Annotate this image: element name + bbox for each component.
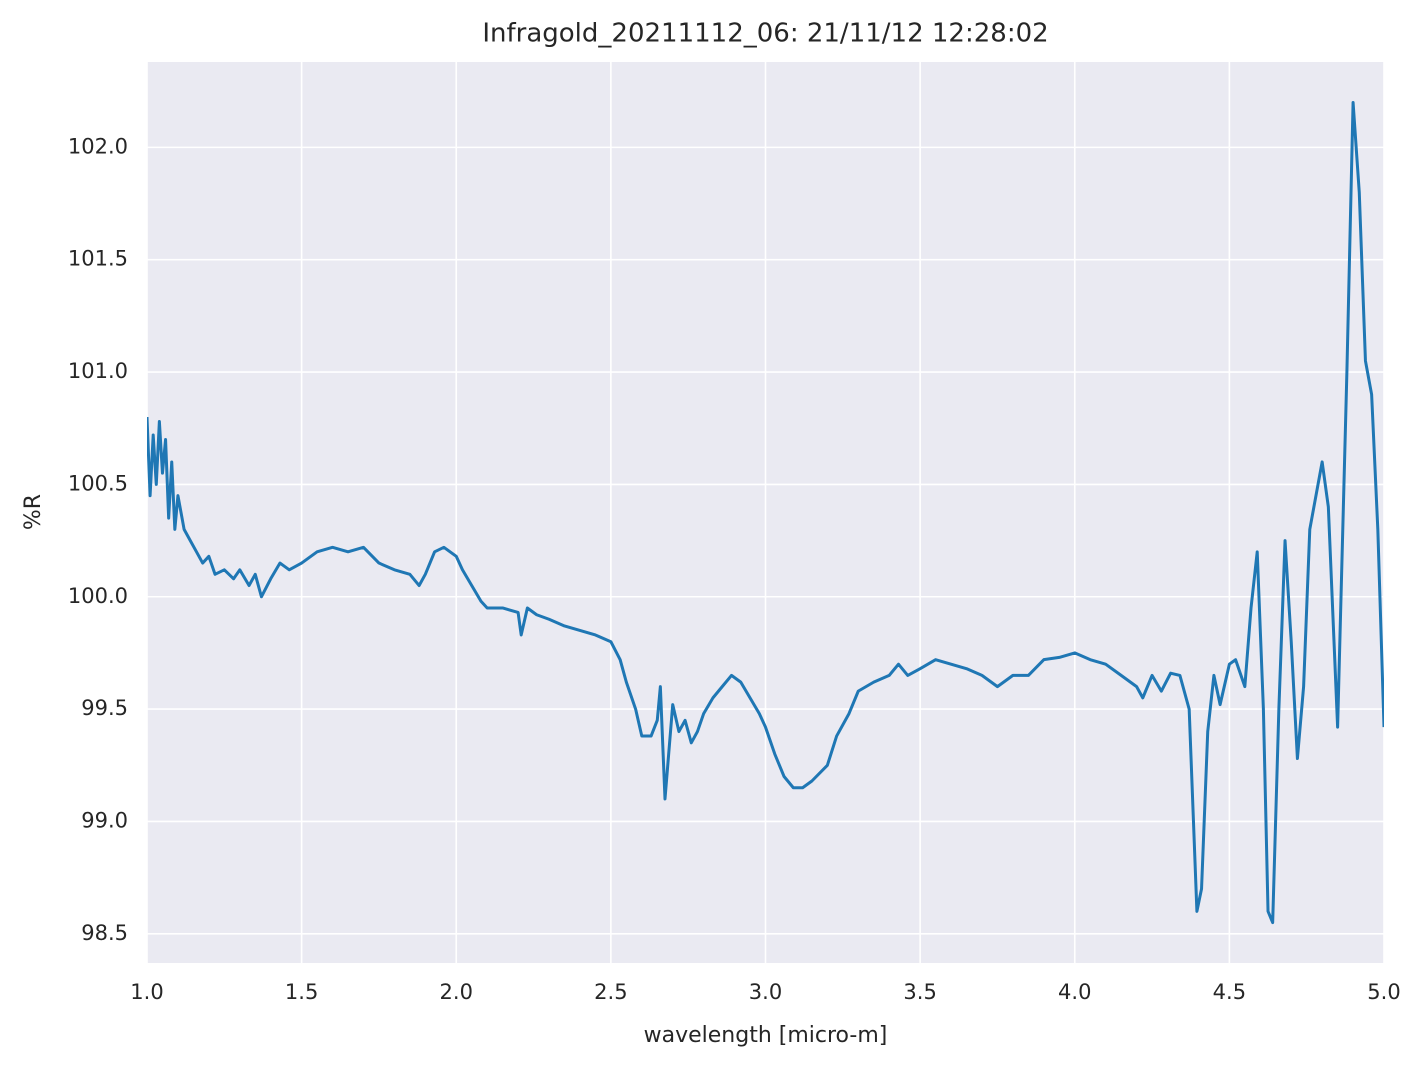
marks (147, 100, 1384, 925)
x-tick-label: 3.5 (903, 980, 936, 1004)
y-tick-label: 101.5 (68, 247, 128, 271)
x-tick-label: 1.0 (130, 980, 163, 1004)
y-axis-label: %R (21, 494, 46, 530)
y-tick-label: 100.0 (68, 584, 128, 608)
y-tick-label: 101.0 (68, 359, 128, 383)
labels: 1.0 1.5 2.0 2.5 3.0 3.5 4.0 4.5 5.0 98.5 99.0 99.5 1… (68, 134, 1401, 1004)
x-tick-label: 4.5 (1213, 980, 1246, 1004)
y-tick-label: 98.5 (81, 921, 128, 945)
y-tick-label: 99.5 (81, 696, 128, 720)
x-tick-label: 3.0 (749, 980, 782, 1004)
y-tick-label: 100.5 (68, 471, 128, 495)
data-line (147, 100, 1384, 925)
chart-title: Infragold_20211112_06: 21/11/12 12:28:02 (482, 19, 1048, 49)
x-tick-label: 4.0 (1058, 980, 1091, 1004)
grid (146, 62, 1385, 963)
x-tick-label: 2.0 (440, 980, 473, 1004)
y-tick-label: 102.0 (68, 134, 128, 158)
x-axis-label: wavelength [micro-m] (644, 1023, 888, 1048)
x-tick-label: 5.0 (1367, 980, 1400, 1004)
x-tick-label: 2.5 (594, 980, 627, 1004)
x-tick-label: 1.5 (285, 980, 318, 1004)
y-tick-label: 99.0 (81, 808, 128, 832)
